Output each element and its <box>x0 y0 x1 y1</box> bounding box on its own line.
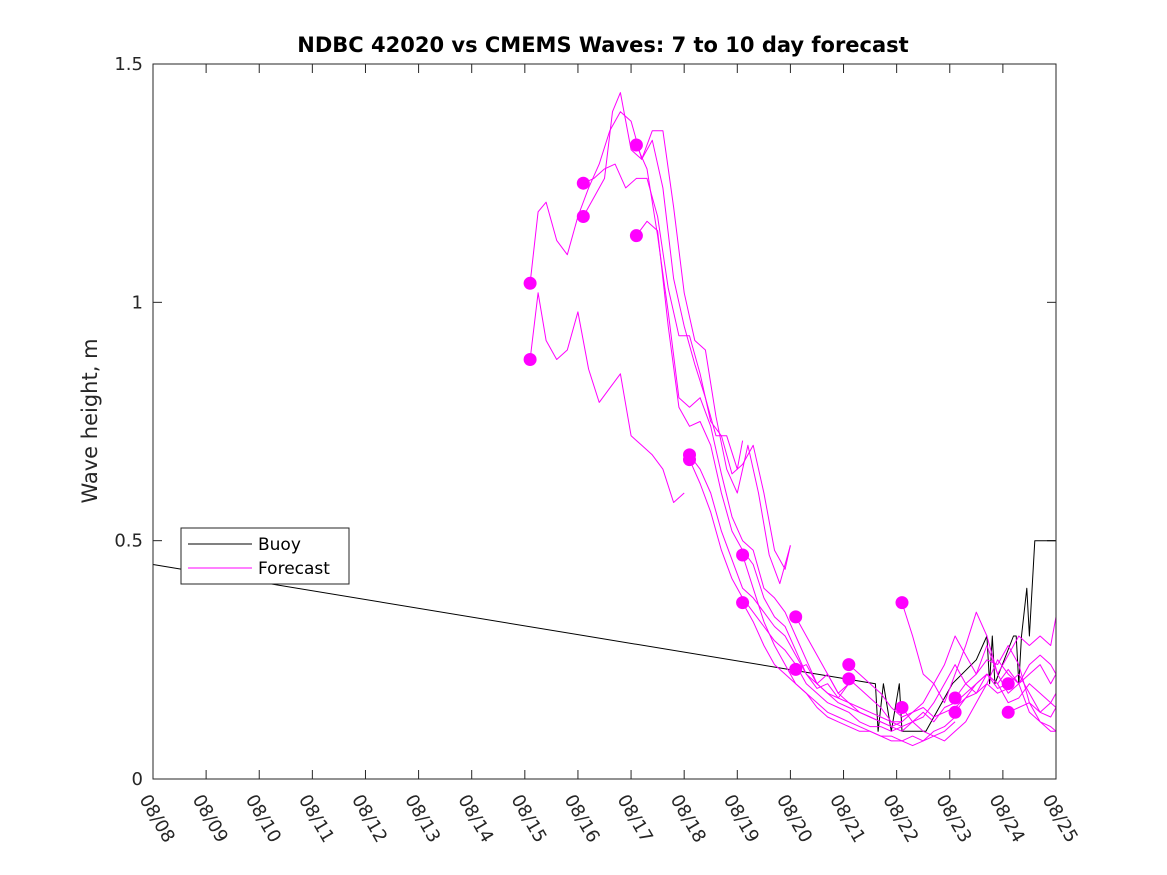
x-tick-label: 08/23 <box>931 791 975 846</box>
forecast-start-marker <box>842 672 856 686</box>
forecast-start-marker <box>523 276 537 290</box>
x-tick-label: 08/15 <box>506 791 550 846</box>
forecast-line-1 <box>529 292 685 503</box>
y-tick-label: 1 <box>132 292 143 313</box>
y-tick-label: 1.5 <box>114 54 143 75</box>
forecast-start-marker <box>576 210 590 223</box>
legend: Buoy Forecast <box>180 527 350 585</box>
x-tick-label: 08/19 <box>719 791 763 846</box>
forecast-start-marker <box>789 610 803 624</box>
y-tick-label: 0.5 <box>114 531 143 552</box>
forecast-line-4 <box>583 163 791 570</box>
forecast-start-marker <box>1001 705 1015 719</box>
forecast-line-16 <box>901 654 1057 742</box>
y-axis-ticks: 0 0.5 1 1.5 <box>114 54 1056 790</box>
forecast-start-marker <box>895 701 909 714</box>
x-tick-label: 08/24 <box>985 791 1029 846</box>
x-tick-label: 08/10 <box>241 791 285 846</box>
x-tick-label: 08/21 <box>825 791 869 846</box>
plot-frame <box>152 63 1057 780</box>
x-tick-label: 08/22 <box>878 791 922 846</box>
x-tick-label: 08/20 <box>772 791 816 846</box>
forecast-start-marker <box>736 596 750 610</box>
forecast-line-17 <box>954 645 1057 713</box>
forecast-start-marker <box>948 691 962 705</box>
forecast-line-3 <box>582 92 791 585</box>
forecast-start-marker <box>629 229 643 243</box>
x-tick-label: 08/12 <box>347 791 391 846</box>
x-tick-label: 08/16 <box>560 791 604 846</box>
buoy-line <box>152 540 1056 732</box>
legend-buoy-label: Buoy <box>258 535 301 555</box>
x-tick-label: 08/08 <box>135 791 179 846</box>
forecast-start-marker <box>789 662 803 676</box>
forecast-start-marker <box>895 596 909 610</box>
forecast-line-19 <box>1007 673 1057 718</box>
legend-box <box>180 527 350 585</box>
x-tick-label: 08/18 <box>666 791 710 846</box>
forecast-start-marker <box>948 705 962 719</box>
x-tick-label: 08/09 <box>188 791 232 846</box>
forecast-start-marker <box>576 176 590 190</box>
x-tick-label: 08/25 <box>1038 791 1082 846</box>
forecast-start-marker <box>523 353 537 366</box>
forecast-line-18 <box>954 668 1057 732</box>
forecast-line-5 <box>635 144 850 694</box>
forecast-line-15 <box>901 602 1057 704</box>
forecast-start-marker <box>683 453 696 467</box>
forecast-line-10 <box>742 602 956 747</box>
x-tick-label: 08/14 <box>453 791 497 846</box>
y-axis-label: Wave height, m <box>78 338 102 503</box>
forecast-start-marker <box>1001 677 1015 691</box>
legend-forecast-label: Forecast <box>258 559 330 579</box>
marker-layer <box>523 138 1015 719</box>
forecast-line-13 <box>848 635 1057 718</box>
forecast-line-12 <box>795 664 1009 723</box>
x-tick-label: 08/11 <box>294 791 338 846</box>
x-tick-label: 08/17 <box>613 791 657 846</box>
forecast-start-marker <box>629 138 643 152</box>
forecast-line-11 <box>795 616 1009 732</box>
chart-title: NDBC 42020 vs CMEMS Waves: 7 to 10 day f… <box>297 33 908 57</box>
plot-area <box>153 64 1056 779</box>
x-tick-label: 08/13 <box>400 791 444 846</box>
forecast-start-marker <box>842 658 856 672</box>
y-tick-label: 0 <box>132 769 143 790</box>
forecast-line-9 <box>742 554 956 742</box>
forecast-start-marker <box>736 548 750 562</box>
forecast-line-20 <box>1007 702 1056 732</box>
